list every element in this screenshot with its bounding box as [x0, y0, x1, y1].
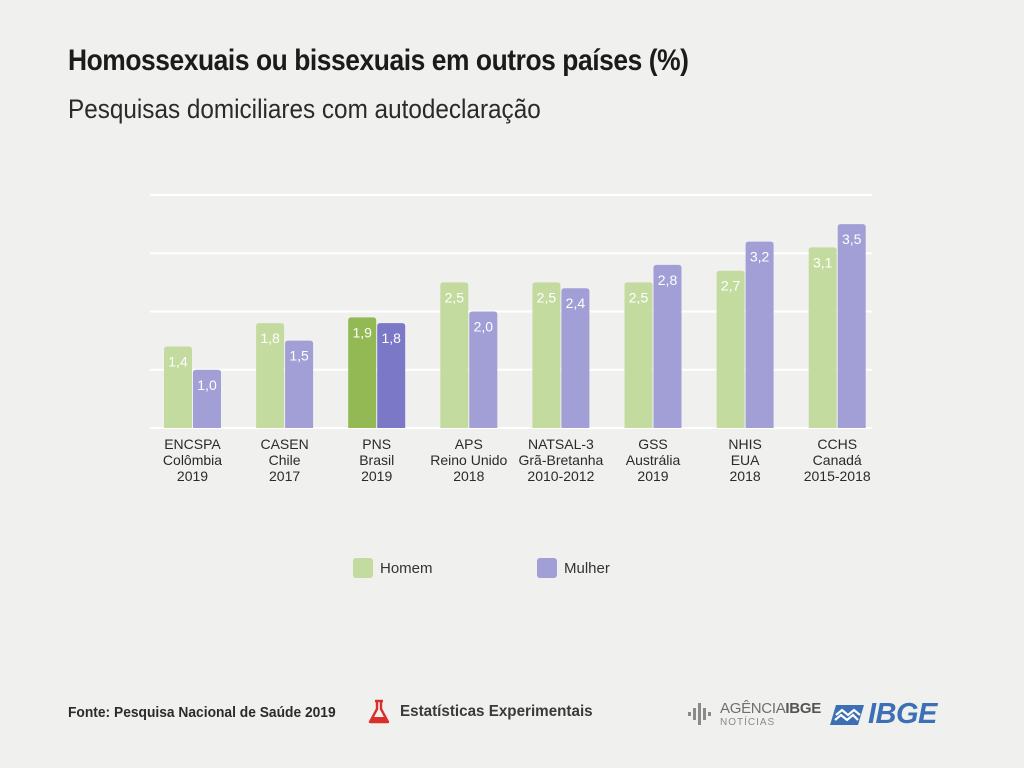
bar-value-label: 3,1 [813, 254, 833, 270]
bar-value-label: 1,8 [260, 330, 280, 346]
category-label: 2010-2012 [527, 468, 594, 484]
category-label: APS [455, 436, 483, 452]
ibge-logo: IBGE [828, 698, 937, 731]
bar-mulher [193, 369, 221, 428]
ibge-logo-icon [830, 704, 864, 725]
flask-icon [368, 699, 390, 724]
category-label: 2017 [269, 468, 300, 484]
category-label: Chile [269, 452, 301, 468]
bar-chart: 1,41,0ENCSPAColômbia20191,81,5CASENChile… [150, 194, 872, 484]
bar-value-label: 1,9 [352, 324, 372, 340]
bar-value-label: 2,0 [474, 319, 494, 335]
bar-mulher [837, 224, 866, 428]
category-label: Canadá [813, 452, 862, 468]
category-label: Austrália [626, 452, 681, 468]
chart-title: Homossexuais ou bissexuais em outros paí… [68, 44, 689, 77]
category-label: GSS [638, 436, 668, 452]
category-label: 2019 [361, 468, 392, 484]
legend-swatch-homem [353, 558, 373, 578]
bar-mulher [745, 241, 774, 428]
bar-value-label: 2,4 [566, 295, 586, 311]
category-label: Brasil [359, 452, 394, 468]
category-label: Reino Unido [430, 452, 507, 468]
bar-mulher [285, 340, 314, 428]
bar-value-label: 2,7 [721, 278, 741, 294]
bar-mulher [469, 311, 498, 428]
legend-item-homem: Homem [353, 556, 433, 580]
bar-value-label: 3,5 [842, 231, 862, 247]
bar-value-label: 2,8 [658, 272, 678, 288]
experimental-statistics-label: Estatísticas Experimentais [400, 703, 593, 720]
bar-homem [348, 317, 377, 428]
source-note: Fonte: Pesquisa Nacional de Saúde 2019 [68, 704, 336, 721]
bar-value-label: 2,5 [629, 289, 649, 305]
bar-mulher [377, 323, 406, 428]
bar-value-label: 1,4 [168, 353, 188, 369]
chart-subtitle: Pesquisas domiciliares com autodeclaraçã… [68, 94, 541, 124]
legend-item-mulher: Mulher [537, 556, 610, 580]
bar-value-label: 3,2 [750, 249, 770, 265]
category-label: NHIS [728, 436, 761, 452]
category-label: Colômbia [163, 452, 222, 468]
category-label: 2018 [453, 468, 484, 484]
bar-value-label: 1,0 [197, 377, 217, 393]
experimental-statistics-badge: Estatísticas Experimentais [366, 698, 603, 726]
bar-homem [164, 346, 192, 428]
agencia-bold: IBGE [785, 699, 821, 717]
legend-label-homem: Homem [380, 559, 433, 577]
bar-homem [808, 247, 837, 428]
category-label: EUA [731, 452, 760, 468]
category-label: PNS [362, 436, 391, 452]
legend-label-mulher: Mulher [564, 559, 610, 577]
category-label: 2015-2018 [804, 468, 871, 484]
bar-homem [716, 270, 745, 428]
ibge-wordmark: IBGE [868, 698, 937, 730]
category-label: NATSAL-3 [528, 436, 594, 452]
bar-homem [532, 282, 561, 428]
legend-swatch-mulher [537, 558, 557, 578]
agencia-sub: NOTÍCIAS [720, 716, 776, 728]
category-label: ENCSPA [164, 436, 221, 452]
agencia-prefix: AGÊNCIA [720, 699, 786, 717]
bar-homem [440, 282, 469, 428]
agencia-ibge-icon [688, 703, 711, 725]
category-label: CCHS [817, 436, 857, 452]
bar-mulher [653, 264, 682, 428]
bar-homem [624, 282, 653, 428]
bar-value-label: 1,8 [381, 330, 401, 346]
category-label: 2019 [177, 468, 208, 484]
bar-value-label: 1,5 [289, 348, 309, 364]
agencia-ibge-logo: AGÊNCIAIBGE NOTÍCIAS [686, 700, 821, 728]
bar-mulher [561, 288, 590, 428]
category-label: Grã-Bretanha [518, 452, 603, 468]
bar-value-label: 2,5 [445, 289, 465, 305]
category-label: 2019 [637, 468, 668, 484]
category-label: 2018 [730, 468, 761, 484]
bar-value-label: 2,5 [537, 289, 557, 305]
bar-homem [256, 323, 285, 428]
category-label: CASEN [260, 436, 308, 452]
